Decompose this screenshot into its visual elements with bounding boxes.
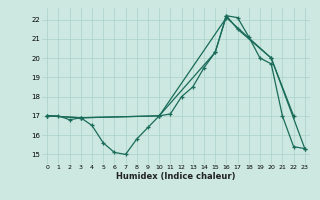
- X-axis label: Humidex (Indice chaleur): Humidex (Indice chaleur): [116, 172, 236, 181]
